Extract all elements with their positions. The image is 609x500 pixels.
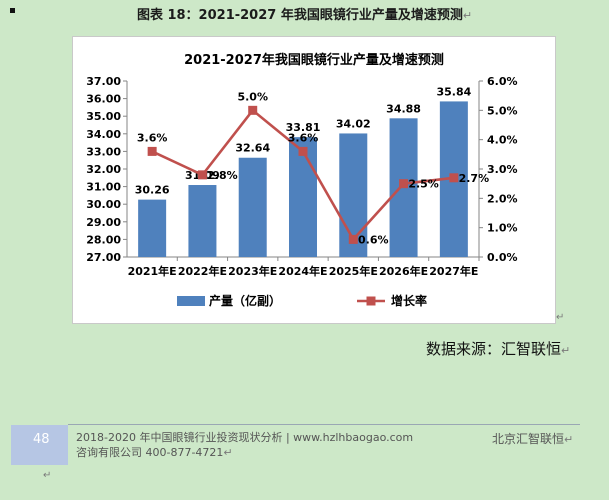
legend-bar-label: 产量（亿副） (209, 293, 281, 308)
right-axis-tick-label: 2.0% (487, 192, 518, 205)
bar (289, 137, 317, 257)
right-axis-tick-label: 4.0% (487, 134, 518, 147)
paragraph-mark: ↵ (223, 446, 233, 459)
right-axis-tick-label: 3.0% (487, 163, 518, 176)
left-axis-tick-label: 28.00 (86, 233, 121, 246)
x-axis-tick-label: 2023年E (228, 264, 277, 278)
growth-rate-marker (399, 179, 409, 189)
page-number-box (11, 425, 68, 465)
left-axis-tick-label: 37.00 (86, 75, 121, 88)
bar-value-label: 34.88 (386, 102, 421, 115)
growth-rate-label: 5.0% (237, 90, 268, 103)
x-axis-tick-label: 2024年E (278, 264, 327, 278)
footer-info: 2018-2020 年中国眼镜行业投资现状分析 | www.hzlhbaogao… (76, 430, 436, 460)
footer-line-2-text: 咨询有限公司 400-877-4721 (76, 446, 224, 459)
x-axis-tick-label: 2025年E (329, 264, 378, 278)
data-source: 数据来源：汇智联恒↵ (426, 338, 570, 359)
list-bullet (10, 8, 15, 13)
growth-rate-marker (197, 170, 207, 180)
growth-rate-marker (248, 105, 258, 115)
left-axis-tick-label: 35.00 (86, 110, 121, 123)
growth-rate-label: 2.7% (459, 172, 490, 185)
bar-value-label: 33.81 (286, 121, 321, 134)
left-axis-tick-label: 32.00 (86, 163, 121, 176)
left-axis-tick-label: 36.00 (86, 93, 121, 106)
paragraph-mark: ↵ (462, 9, 473, 22)
bar-value-label: 30.26 (135, 184, 170, 197)
right-axis-tick-label: 0.0% (487, 251, 518, 264)
right-axis-tick-label: 1.0% (487, 222, 518, 235)
bar (238, 157, 267, 257)
footer-rule (68, 424, 580, 425)
chart-title: 2021-2027年我国眼镜行业产量及增速预测 (184, 52, 444, 68)
footer-company-text: 北京汇智联恒 (492, 432, 565, 446)
left-axis-tick-label: 30.00 (86, 198, 121, 211)
right-axis-tick-label: 6.0% (487, 75, 518, 88)
x-axis-tick-label: 2026年E (379, 264, 428, 278)
legend-line-marker (366, 296, 376, 306)
x-axis-tick-label: 2021年E (128, 264, 177, 278)
growth-rate-marker (147, 146, 157, 156)
left-axis-tick-label: 31.00 (86, 181, 121, 194)
left-axis-tick-label: 33.00 (86, 145, 121, 158)
bar-value-label: 32.64 (235, 142, 270, 155)
growth-rate-marker (298, 146, 308, 156)
growth-rate-marker (449, 173, 459, 183)
growth-rate-label: 3.6% (288, 131, 319, 144)
growth-rate-label: 2.5% (408, 178, 439, 191)
left-axis-tick-label: 34.00 (86, 128, 121, 141)
paragraph-mark: ↵ (556, 312, 565, 323)
chart-canvas: 2021-2027年我国眼镜行业产量及增速预测 27.00 28.00 29.00 30… (86, 52, 518, 308)
legend-bar-swatch (177, 296, 205, 306)
data-source-text: 数据来源：汇智联恒 (426, 340, 562, 358)
x-axis-tick-label: 2022年E (178, 264, 227, 278)
growth-rate-label: 0.6% (358, 233, 389, 246)
growth-rate-label: 2.8% (207, 169, 238, 182)
chart-panel: 2021-2027年我国眼镜行业产量及增速预测 27.00 28.00 29.00 30… (72, 36, 556, 324)
footer-line-2: 咨询有限公司 400-877-4721↵ (76, 445, 436, 460)
figure-caption: 图表 18：2021-2027 年我国眼镜行业产量及增速预测↵ (0, 4, 609, 23)
bar (138, 199, 167, 257)
left-axis-tick-label: 29.00 (86, 216, 121, 229)
page-number: 48 (33, 432, 50, 447)
bar-value-label: 34.02 (336, 117, 371, 130)
growth-rate-marker (348, 234, 358, 244)
x-axis-tick-label: 2027年E (429, 264, 478, 278)
footer-company: 北京汇智联恒↵ (492, 430, 573, 447)
paragraph-mark: ↵ (561, 344, 571, 357)
right-axis-tick-label: 5.0% (487, 104, 518, 117)
bar-value-label: 35.84 (436, 85, 471, 98)
bar (188, 185, 217, 257)
legend-line-label: 增长率 (391, 293, 427, 308)
footer-line-1: 2018-2020 年中国眼镜行业投资现状分析 | www.hzlhbaogao… (76, 431, 414, 444)
left-axis-tick-label: 27.00 (86, 251, 121, 264)
growth-rate-label: 3.6% (137, 131, 168, 144)
figure-caption-text: 图表 18：2021-2027 年我国眼镜行业产量及增速预测 (136, 8, 463, 23)
paragraph-mark: ↵ (43, 470, 52, 481)
paragraph-mark: ↵ (564, 433, 574, 446)
